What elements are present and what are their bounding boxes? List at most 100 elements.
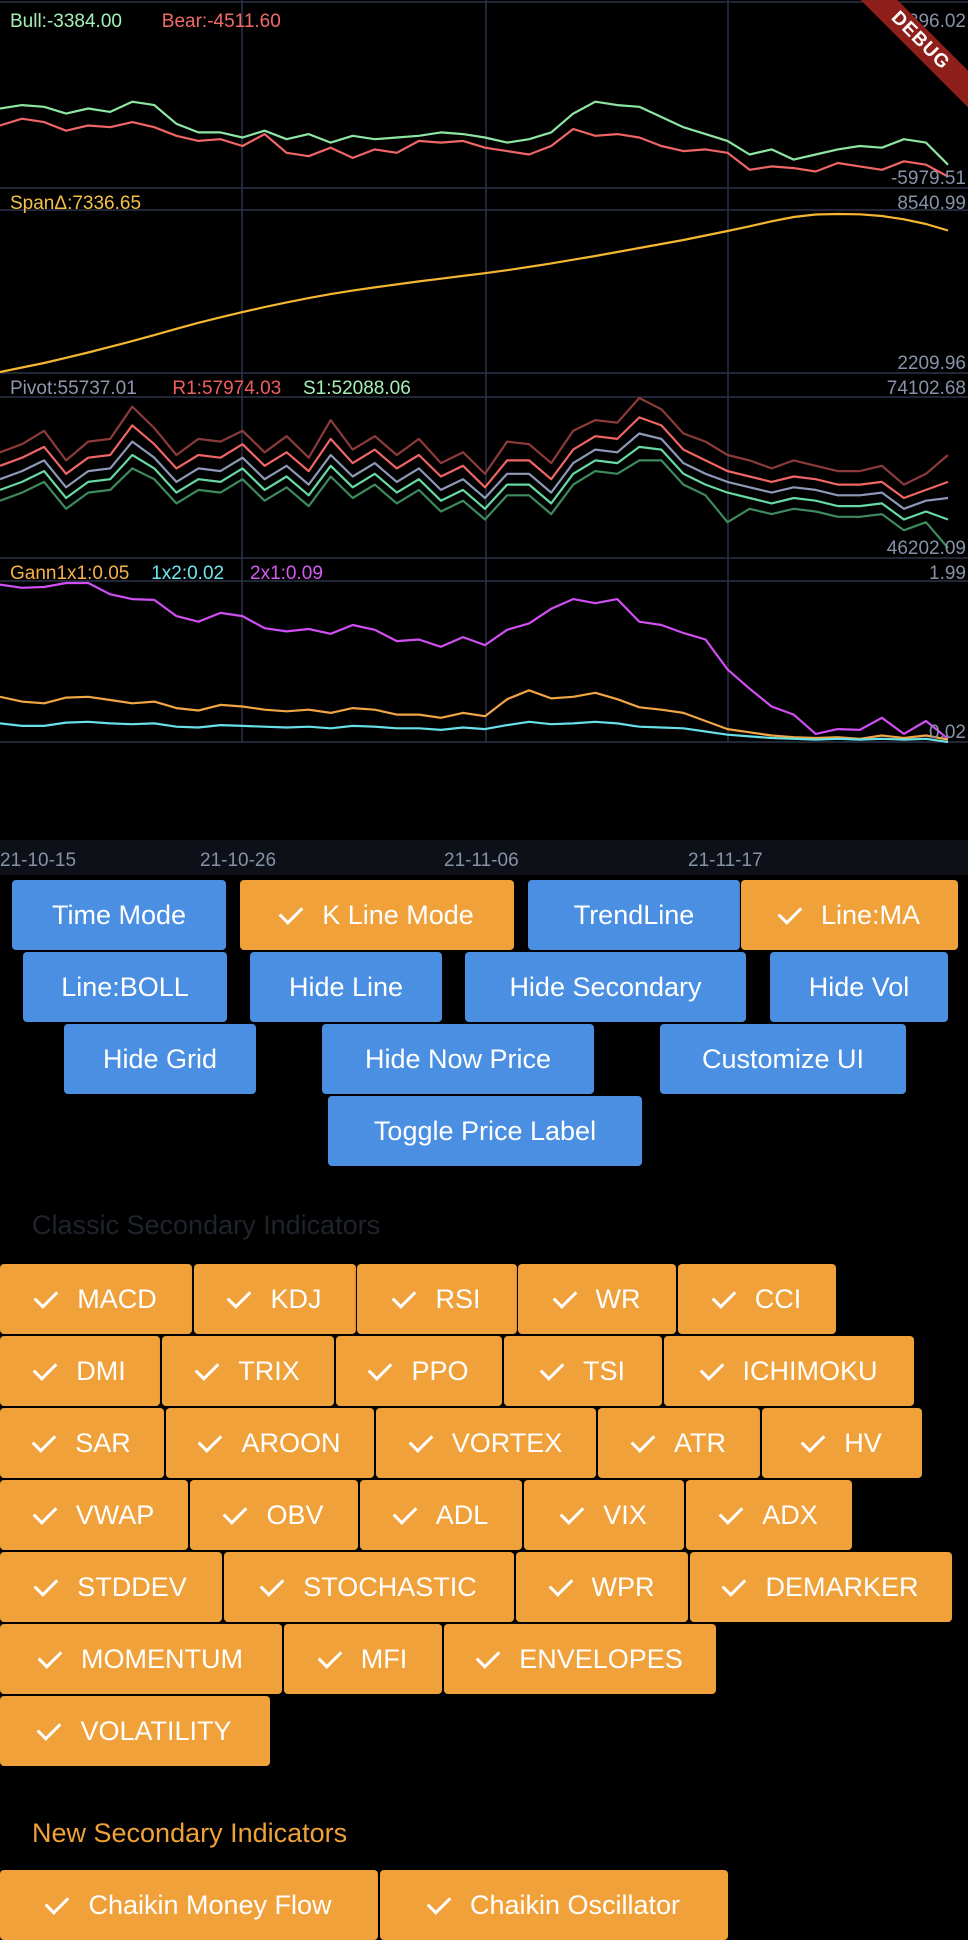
check-icon [45,1889,70,1915]
chip-label: VOLATILITY [80,1715,232,1746]
new-section-title: New Secondary Indicators [32,1818,348,1848]
chip-momentum[interactable]: MOMENTUM [0,1624,282,1694]
button-hide-now-price[interactable]: Hide Now Price [322,1024,594,1094]
pivot-series-line [0,416,949,500]
chip-adx[interactable]: ADX [686,1480,852,1550]
chip-kdj[interactable]: KDJ [194,1264,356,1334]
chip-hv[interactable]: HV [762,1408,922,1478]
chip-trix[interactable]: TRIX [162,1336,334,1406]
pivot-legend-label: R1:57974.03 [172,378,281,399]
chip-sar[interactable]: SAR [0,1408,164,1478]
check-icon [711,1283,737,1309]
button-label: TrendLine [573,899,695,930]
check-icon [539,1355,565,1381]
date-label: 21-10-26 [200,850,276,871]
button-toggle-price-label[interactable]: Toggle Price Label [328,1096,642,1166]
date-label: 21-10-15 [0,850,76,871]
check-icon [33,1283,59,1309]
gann-min-label: 0.02 [929,722,966,743]
chip-label: DEMARKER [765,1571,919,1602]
check-icon [37,1643,63,1669]
check-icon [368,1355,393,1381]
button-label: Hide Secondary [509,971,702,1002]
chip-label: VORTEX [451,1427,563,1458]
kline-chart[interactable]: Bull:-3384.00 Bear:-4511.60 3296.02-5979.5… [0,0,968,875]
chip-label: Chaikin Money Flow [88,1889,332,1920]
chip-macd[interactable]: MACD [0,1264,192,1334]
bull-bear-legend-label: Bear:-4511.60 [162,11,281,32]
chip-mfi[interactable]: MFI [284,1624,442,1694]
chip-ppo[interactable]: PPO [336,1336,502,1406]
chip-rsi[interactable]: RSI [357,1264,517,1334]
pivot-series-line [0,396,949,486]
button-line-boll[interactable]: Line:BOLL [23,952,227,1022]
pivot-series-line [0,459,949,549]
gann-max-label: 1.99 [929,563,966,584]
chip-stochastic[interactable]: STOCHASTIC [224,1552,514,1622]
check-icon [37,1715,62,1741]
chip-vwap[interactable]: VWAP [0,1480,188,1550]
chip-label: TSI [582,1355,625,1386]
chip-atr[interactable]: ATR [598,1408,760,1478]
check-icon [194,1355,220,1381]
chip-label: MACD [77,1283,157,1314]
chip-label: VWAP [75,1499,155,1530]
pivot-legend-label: Pivot:55737.01 [10,378,137,399]
button-label: Hide Now Price [364,1043,552,1074]
button-trendline[interactable]: TrendLine [528,880,740,950]
span-series-line [0,212,949,374]
chip-aroon[interactable]: AROON [166,1408,374,1478]
chip-stddev[interactable]: STDDEV [0,1552,222,1622]
chip-envelopes[interactable]: ENVELOPES [444,1624,716,1694]
chip-vix[interactable]: VIX [524,1480,684,1550]
button-hide-grid[interactable]: Hide Grid [64,1024,256,1094]
chip-wr[interactable]: WR [518,1264,676,1334]
chip-ichimoku[interactable]: ICHIMOKU [664,1336,914,1406]
chip-obv[interactable]: OBV [190,1480,358,1550]
chip-volatility[interactable]: VOLATILITY [0,1696,270,1766]
button-line-ma[interactable]: Line:MA [741,880,958,950]
check-icon [317,1643,343,1669]
date-label: 21-11-17 [688,850,763,871]
check-icon [722,1571,747,1597]
chip-tsi[interactable]: TSI [504,1336,662,1406]
button-time-mode[interactable]: Time Mode [12,880,226,950]
date-axis-bar [0,840,968,875]
chip-label: SAR [75,1427,131,1458]
chip-label: KDJ [270,1283,322,1314]
chip-label: HV [844,1427,882,1458]
chip-label: MOMENTUM [81,1643,243,1674]
chip-cci[interactable]: CCI [678,1264,836,1334]
check-icon [278,899,304,925]
button-label: Line:MA [820,899,921,930]
button-customize-ui[interactable]: Customize UI [660,1024,906,1094]
button-label: Hide Vol [808,971,910,1002]
check-icon [800,1427,826,1453]
chip-adl[interactable]: ADL [360,1480,522,1550]
chip-label: DMI [76,1355,126,1386]
button-k-line-mode[interactable]: K Line Mode [240,880,514,950]
button-hide-vol[interactable]: Hide Vol [770,952,948,1022]
chip-dmi[interactable]: DMI [0,1336,160,1406]
pivot-legend-label: S1:52088.06 [303,378,411,399]
span-max-label: 8540.99 [897,193,966,214]
chip-chaikin-oscillator[interactable]: Chaikin Oscillator [380,1870,728,1940]
button-label: Toggle Price Label [373,1115,597,1146]
check-icon [777,899,803,925]
button-hide-line[interactable]: Hide Line [250,952,442,1022]
chip-label: VIX [603,1499,647,1530]
button-label: Line:BOLL [61,971,189,1002]
chip-label: ICHIMOKU [742,1355,878,1386]
button-hide-secondary[interactable]: Hide Secondary [465,952,746,1022]
check-icon [548,1571,573,1597]
check-icon [33,1571,59,1597]
chip-label: PPO [411,1355,469,1386]
chip-label: ADX [762,1499,818,1530]
bull-bear-legend-label: Bull:-3384.00 [10,11,122,32]
chip-demarker[interactable]: DEMARKER [690,1552,952,1622]
chip-vortex[interactable]: VORTEX [376,1408,596,1478]
chip-label: WPR [591,1571,655,1602]
button-label: Hide Line [288,971,404,1002]
chip-chaikin-money-flow[interactable]: Chaikin Money Flow [0,1870,378,1940]
chip-wpr[interactable]: WPR [516,1552,688,1622]
